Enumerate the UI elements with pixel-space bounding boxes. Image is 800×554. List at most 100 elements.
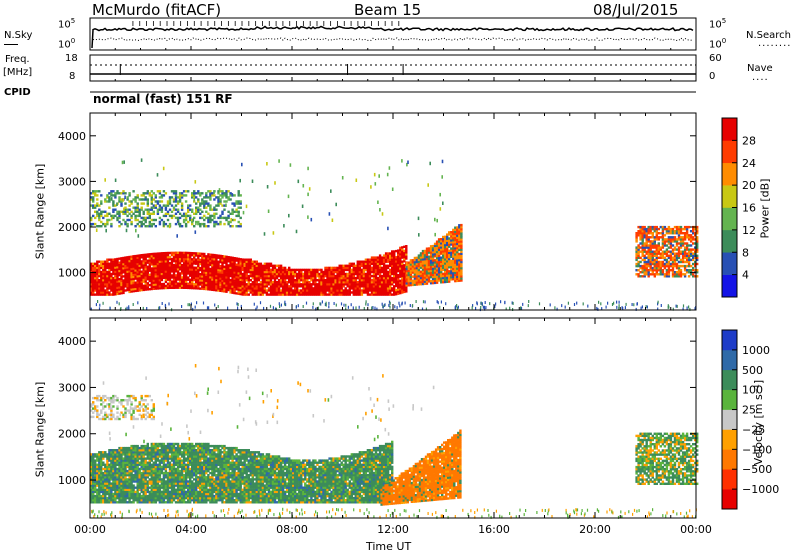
power-cell [405,247,408,250]
power-cell [448,274,451,277]
power-cell [259,266,263,270]
power-cell [336,276,339,280]
power-cell [158,283,162,286]
power-cell [637,244,640,247]
power-cell [334,281,337,284]
power-cell [399,279,402,282]
power-cell [148,222,151,226]
power-cell [112,285,115,288]
power-cell [124,212,127,215]
power-cell [296,272,299,276]
power-cell [172,251,176,255]
power-cell [382,281,386,284]
power-cell [265,283,269,286]
power-cell [128,280,131,283]
power-cell [168,268,172,271]
power-cell [389,279,392,282]
power-cell [433,255,437,258]
power-cell [193,216,196,220]
velocity-cell [92,484,95,487]
power-cell [203,263,206,266]
power-cell [128,261,131,265]
power-cell [140,256,143,259]
power-scatter-speck [242,210,245,215]
power-cell [144,276,147,279]
power-cell [136,204,139,207]
power-cell [136,283,139,286]
power-cell [116,259,119,263]
power-cell [423,282,427,285]
power-cell [197,190,200,193]
power-cell [209,253,212,256]
power-cell [409,269,413,272]
power-cell [237,257,240,261]
power-cell [239,268,242,271]
power-cell [205,261,208,264]
velocity-cell [106,478,109,481]
power-cell [277,264,281,267]
power-cell [399,265,402,268]
power-cell [172,192,176,195]
power-scatter-speck [297,179,300,184]
power-cell [267,293,271,296]
power-cell [112,190,115,193]
power-cell [344,276,347,280]
power-cell [683,269,687,272]
power-cell [397,276,400,279]
power-cell [397,261,400,265]
power-cell [261,289,265,292]
power-cell [122,258,125,262]
power-cell [213,216,216,220]
power-ground-speck [672,307,674,311]
power-cell [338,279,341,282]
power-cell [279,264,283,267]
velocity-cell [106,461,109,464]
power-cell [241,272,244,276]
power-cell [168,262,172,265]
velocity-cell [94,496,97,500]
power-cell [431,244,435,248]
power-cell [403,286,406,289]
power-cell [292,268,295,272]
power-cell [215,264,218,267]
power-cell [195,262,198,265]
power-cell [162,284,166,288]
power-cell [231,208,234,211]
power-cell [267,268,271,272]
power-cell [132,285,135,289]
power-cell [235,225,238,228]
power-ground-speck [675,304,677,308]
power-cell [120,222,123,226]
power-cell [431,273,435,277]
power-cell [203,273,206,276]
power-cell [156,202,160,205]
power-cell [184,286,188,289]
power-cell [90,204,93,207]
power-scatter-speck [388,166,391,170]
power-cell [124,262,127,265]
power-cell [118,267,121,271]
power-cell [104,293,107,296]
power-cell [120,289,123,293]
power-cell [100,270,103,274]
velocity-cell [102,451,105,454]
power-cell [649,260,652,264]
velocity-cell [102,499,105,502]
power-cell [362,268,366,272]
power-cell [382,289,386,292]
power-cell [114,289,117,292]
power-cell [302,285,305,288]
power-cell [203,196,206,199]
power-cell [694,260,697,264]
power-cell [261,279,265,282]
power-cell [382,274,386,278]
power-ground-speck [372,306,374,309]
power-cell [150,273,153,276]
power-cell [255,266,258,270]
power-cell [318,272,321,276]
power-cell [342,264,345,267]
power-cell [665,227,669,231]
power-cell [193,262,196,265]
power-cell [112,272,115,276]
power-cell [429,257,433,260]
